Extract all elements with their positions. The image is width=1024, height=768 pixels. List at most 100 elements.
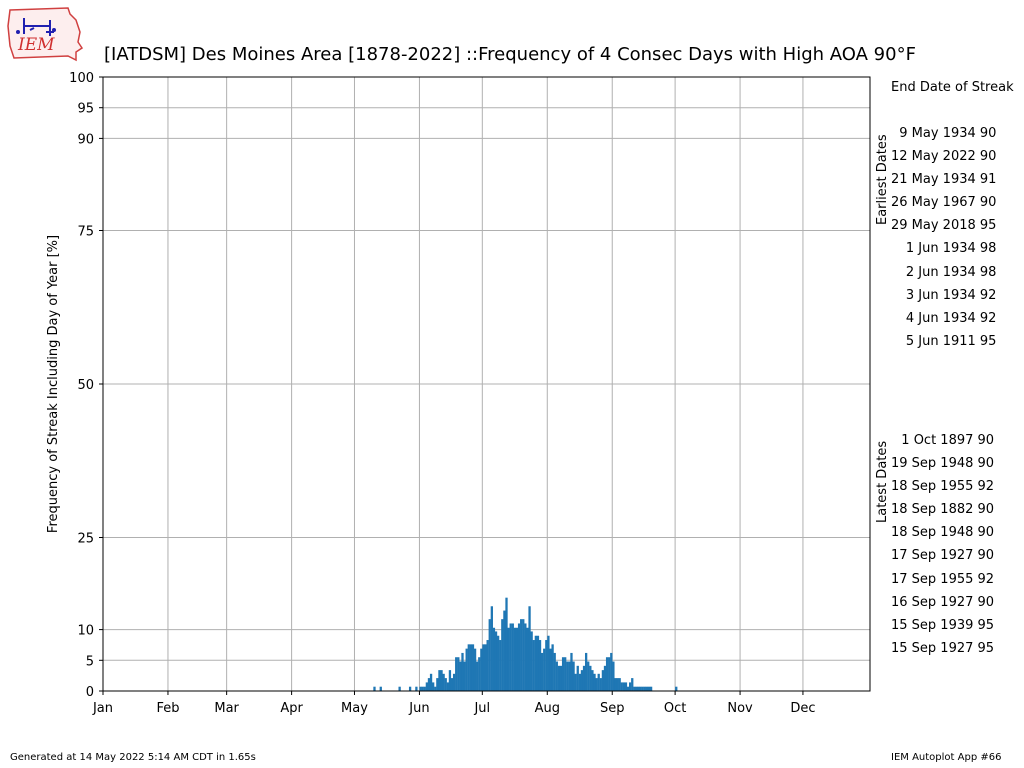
bar bbox=[507, 627, 510, 691]
iem-logo: IEM bbox=[7, 7, 84, 62]
bar bbox=[455, 657, 458, 691]
y-axis: 0 5 10 25 50 75 90 95 100 bbox=[69, 71, 103, 700]
bar bbox=[429, 673, 433, 691]
x-tick-label: Oct bbox=[664, 701, 686, 716]
station-dot-icon bbox=[52, 28, 56, 32]
grid-lines bbox=[102, 76, 870, 692]
bar bbox=[503, 610, 506, 691]
streak-date-entry: 1 Jun 1934 98 bbox=[905, 241, 997, 257]
x-tick-label: Feb bbox=[156, 701, 179, 716]
bar bbox=[415, 686, 418, 691]
bar bbox=[614, 678, 617, 691]
bar bbox=[434, 686, 437, 691]
bar bbox=[419, 686, 422, 691]
bar bbox=[534, 635, 537, 691]
x-tick-label: Jun bbox=[408, 701, 429, 716]
latest-dates-label: Latest Dates bbox=[875, 440, 890, 523]
streak-date-entry: 18 Sep 1955 92 bbox=[891, 479, 995, 495]
bar bbox=[398, 686, 401, 691]
bar bbox=[448, 670, 452, 691]
bar bbox=[559, 665, 563, 691]
bar bbox=[463, 661, 466, 691]
bar bbox=[553, 652, 556, 691]
bar bbox=[484, 644, 487, 691]
x-tick-label: Aug bbox=[535, 701, 560, 716]
bar bbox=[499, 640, 502, 691]
x-tick-label: Jan bbox=[92, 701, 113, 716]
streak-date-entry: 29 May 2018 95 bbox=[891, 218, 997, 234]
streak-date-entry: 17 Sep 1955 92 bbox=[891, 571, 995, 587]
x-tick-label: Sep bbox=[600, 701, 625, 716]
bar bbox=[515, 627, 519, 691]
bar bbox=[599, 678, 602, 691]
bar bbox=[633, 686, 636, 691]
bar bbox=[513, 627, 517, 691]
bar bbox=[530, 631, 533, 691]
bar bbox=[526, 627, 529, 691]
latest-dates-list: 1 Oct 1897 90 19 Sep 1948 90 18 Sep 1955 9… bbox=[891, 429, 994, 660]
bar bbox=[626, 686, 630, 691]
bar bbox=[629, 682, 632, 691]
bar bbox=[574, 673, 577, 691]
bar bbox=[423, 686, 426, 691]
bar bbox=[427, 678, 431, 691]
bar bbox=[476, 661, 479, 691]
streak-date-entry: 26 May 1967 90 bbox=[891, 195, 997, 211]
bar bbox=[494, 631, 498, 691]
bar bbox=[421, 686, 424, 691]
streak-date-entry: 18 Sep 1882 90 bbox=[891, 502, 995, 518]
streak-date-entry: 21 May 1934 91 bbox=[891, 172, 997, 188]
y-tick-label: 100 bbox=[69, 71, 94, 86]
bar bbox=[450, 678, 454, 691]
bar bbox=[408, 686, 412, 691]
bar bbox=[471, 644, 475, 691]
bar bbox=[568, 661, 571, 691]
bar-series bbox=[373, 597, 678, 691]
bar bbox=[482, 644, 485, 691]
bar bbox=[545, 640, 548, 691]
streak-date-entry: 2 Jun 1934 98 bbox=[905, 264, 997, 280]
x-tick-label: May bbox=[341, 701, 368, 716]
y-tick-label: 90 bbox=[77, 132, 94, 147]
bar bbox=[635, 686, 638, 691]
bar bbox=[547, 635, 550, 691]
bar bbox=[572, 661, 575, 691]
bar bbox=[379, 686, 382, 691]
bar bbox=[452, 673, 456, 691]
bar bbox=[641, 686, 644, 691]
y-tick-label: 0 bbox=[86, 685, 94, 700]
streak-date-entry: 4 Jun 1934 92 bbox=[905, 310, 997, 326]
x-tick-label: Mar bbox=[214, 701, 239, 716]
bar bbox=[440, 670, 443, 691]
footer-generated: Generated at 14 May 2022 5:14 AM CDT in … bbox=[10, 752, 256, 763]
weather-symbol-icon bbox=[23, 18, 54, 36]
bar bbox=[478, 657, 481, 691]
bar bbox=[584, 652, 588, 691]
bar bbox=[536, 635, 540, 691]
bar bbox=[442, 673, 445, 691]
iowa-outline-icon bbox=[7, 7, 84, 62]
bar bbox=[591, 670, 594, 691]
streak-date-entry: 3 Jun 1934 92 bbox=[905, 287, 997, 303]
bar bbox=[649, 686, 653, 691]
bar bbox=[461, 652, 464, 691]
bar bbox=[532, 640, 535, 691]
bar bbox=[566, 661, 569, 691]
bar bbox=[595, 678, 598, 691]
bar bbox=[612, 661, 615, 691]
bar bbox=[524, 623, 527, 691]
bar bbox=[643, 686, 646, 691]
bar bbox=[522, 619, 525, 691]
bar bbox=[603, 665, 607, 691]
bar bbox=[587, 661, 590, 691]
bar bbox=[446, 682, 449, 691]
footer-app: IEM Autoplot App #66 bbox=[891, 752, 1002, 763]
streak-date-entry: 19 Sep 1948 90 bbox=[891, 456, 995, 472]
bar bbox=[520, 619, 523, 691]
streak-date-entry: 12 May 2022 90 bbox=[891, 149, 997, 165]
bar bbox=[551, 644, 554, 691]
y-tick-label: 10 bbox=[77, 624, 94, 639]
y-tick-label: 50 bbox=[77, 378, 94, 393]
bar bbox=[444, 678, 447, 691]
bar bbox=[616, 678, 619, 691]
